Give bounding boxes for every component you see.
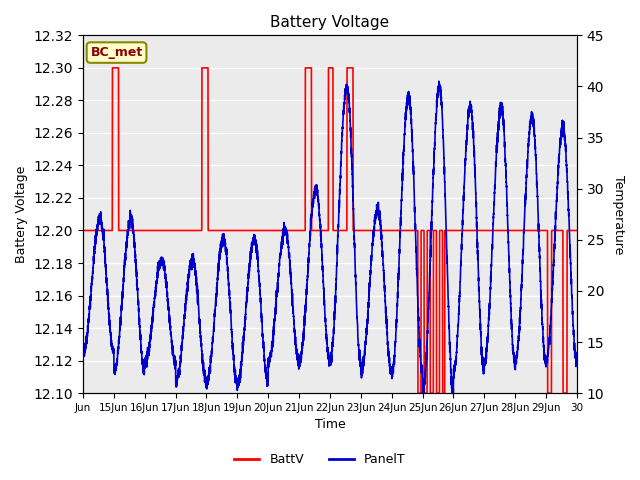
Text: BC_met: BC_met xyxy=(90,46,143,59)
X-axis label: Time: Time xyxy=(314,419,346,432)
Y-axis label: Temperature: Temperature xyxy=(612,175,625,254)
Y-axis label: Battery Voltage: Battery Voltage xyxy=(15,166,28,263)
Title: Battery Voltage: Battery Voltage xyxy=(270,15,390,30)
Legend: BattV, PanelT: BattV, PanelT xyxy=(229,448,411,471)
